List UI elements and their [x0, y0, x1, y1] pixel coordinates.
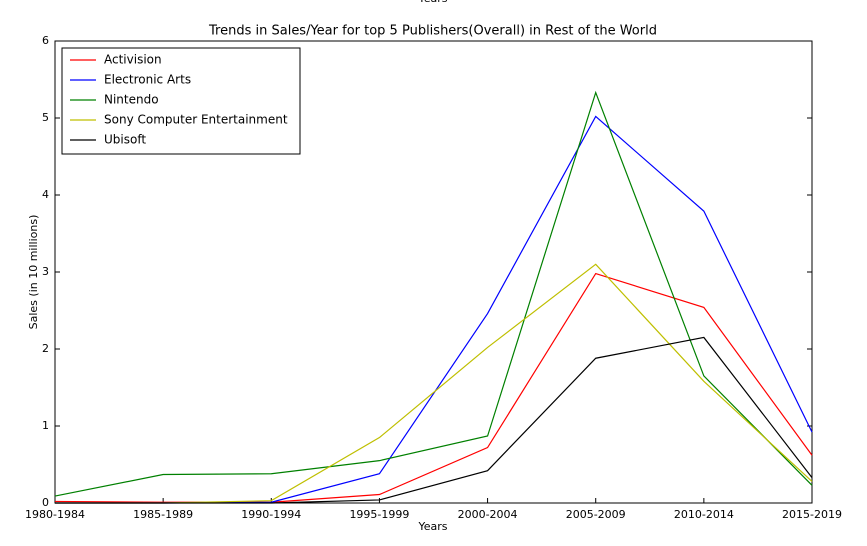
series-line	[55, 336, 813, 504]
y-tick-label: 1	[42, 419, 49, 432]
legend-label: Ubisoft	[104, 133, 146, 147]
legend-label: Electronic Arts	[104, 73, 191, 87]
clipped-label: Years	[417, 0, 447, 5]
y-axis-label: Sales (in 10 millions)	[27, 215, 40, 330]
legend-label: Nintendo	[104, 93, 159, 107]
x-tick-label: 1990-1994	[241, 508, 301, 521]
x-tick-label: 1980-1984	[25, 508, 85, 521]
x-tick-label: 2005-2009	[566, 508, 626, 521]
chart-title: Trends in Sales/Year for top 5 Publisher…	[208, 24, 657, 39]
series-line	[55, 115, 813, 504]
x-tick-label: 2010-2014	[674, 508, 734, 521]
y-tick-label: 4	[42, 188, 49, 201]
y-tick-label: 5	[42, 111, 49, 124]
y-tick-label: 2	[42, 342, 49, 355]
series-line	[54, 272, 813, 503]
x-axis-label: Years	[417, 520, 447, 533]
y-tick-label: 0	[42, 496, 49, 509]
y-tick-label: 3	[42, 265, 49, 278]
x-tick-label: 1995-1999	[349, 508, 409, 521]
x-tick-label: 1985-1989	[133, 508, 193, 521]
series-line	[54, 90, 813, 497]
legend-label: Sony Computer Entertainment	[104, 113, 288, 127]
y-tick-label: 6	[42, 34, 49, 47]
series-line	[55, 263, 813, 504]
x-tick-label: 2015-2019	[782, 508, 842, 521]
legend-box	[61, 47, 301, 155]
x-tick-label: 2000-2004	[458, 508, 518, 521]
legend-label: Activision	[104, 53, 162, 67]
